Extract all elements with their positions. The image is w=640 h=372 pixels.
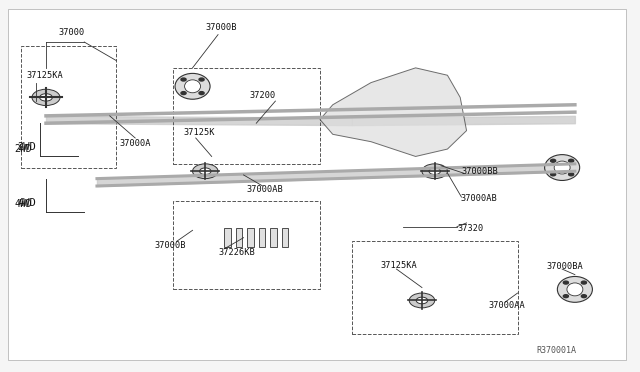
Text: R370001A: R370001A bbox=[537, 346, 577, 355]
Text: 2WD: 2WD bbox=[14, 144, 32, 154]
Bar bbox=[282, 228, 288, 247]
Circle shape bbox=[181, 92, 186, 94]
Circle shape bbox=[409, 293, 435, 308]
Circle shape bbox=[193, 164, 218, 179]
Text: 37226KB: 37226KB bbox=[218, 248, 255, 257]
Text: 37000A: 37000A bbox=[119, 139, 151, 148]
Circle shape bbox=[181, 78, 186, 81]
Bar bbox=[173, 201, 320, 289]
Bar bbox=[259, 228, 265, 247]
Ellipse shape bbox=[567, 283, 583, 296]
Circle shape bbox=[40, 94, 52, 101]
Bar bbox=[20, 46, 116, 167]
Circle shape bbox=[550, 173, 556, 176]
Text: 2WD: 2WD bbox=[17, 142, 36, 152]
Circle shape bbox=[568, 173, 573, 176]
Text: 37000B: 37000B bbox=[154, 241, 186, 250]
Bar bbox=[247, 228, 253, 247]
Bar bbox=[173, 68, 320, 164]
Text: 37125KA: 37125KA bbox=[27, 71, 63, 80]
Bar bbox=[236, 228, 243, 247]
Text: 4WD: 4WD bbox=[14, 199, 32, 209]
Text: 37125K: 37125K bbox=[184, 128, 215, 137]
Circle shape bbox=[581, 281, 586, 284]
Circle shape bbox=[199, 78, 204, 81]
Ellipse shape bbox=[554, 161, 570, 174]
Text: 4WD: 4WD bbox=[17, 198, 36, 208]
Text: 37000B: 37000B bbox=[205, 23, 237, 32]
Ellipse shape bbox=[557, 276, 593, 302]
Circle shape bbox=[200, 168, 211, 174]
Text: 37000AA: 37000AA bbox=[489, 301, 525, 311]
Circle shape bbox=[429, 168, 440, 174]
Circle shape bbox=[199, 92, 204, 94]
Circle shape bbox=[581, 295, 586, 298]
Circle shape bbox=[550, 159, 556, 162]
Ellipse shape bbox=[175, 73, 210, 99]
Bar bbox=[225, 228, 231, 247]
Text: 37000AB: 37000AB bbox=[246, 185, 284, 194]
Circle shape bbox=[563, 295, 568, 298]
Bar bbox=[352, 241, 518, 334]
Text: 37000BA: 37000BA bbox=[546, 262, 583, 271]
Text: 37000: 37000 bbox=[59, 28, 85, 37]
Polygon shape bbox=[320, 68, 467, 157]
Circle shape bbox=[32, 89, 60, 106]
Text: 37320: 37320 bbox=[457, 224, 483, 233]
Circle shape bbox=[422, 164, 447, 179]
Circle shape bbox=[563, 281, 568, 284]
Ellipse shape bbox=[184, 80, 200, 93]
Text: 37000AB: 37000AB bbox=[460, 195, 497, 203]
Text: 37125KA: 37125KA bbox=[381, 261, 417, 270]
Circle shape bbox=[416, 297, 428, 304]
Bar bbox=[270, 228, 276, 247]
Text: 37200: 37200 bbox=[250, 91, 276, 100]
Circle shape bbox=[568, 159, 573, 162]
Text: 37000BB: 37000BB bbox=[461, 167, 498, 176]
Ellipse shape bbox=[545, 155, 580, 180]
